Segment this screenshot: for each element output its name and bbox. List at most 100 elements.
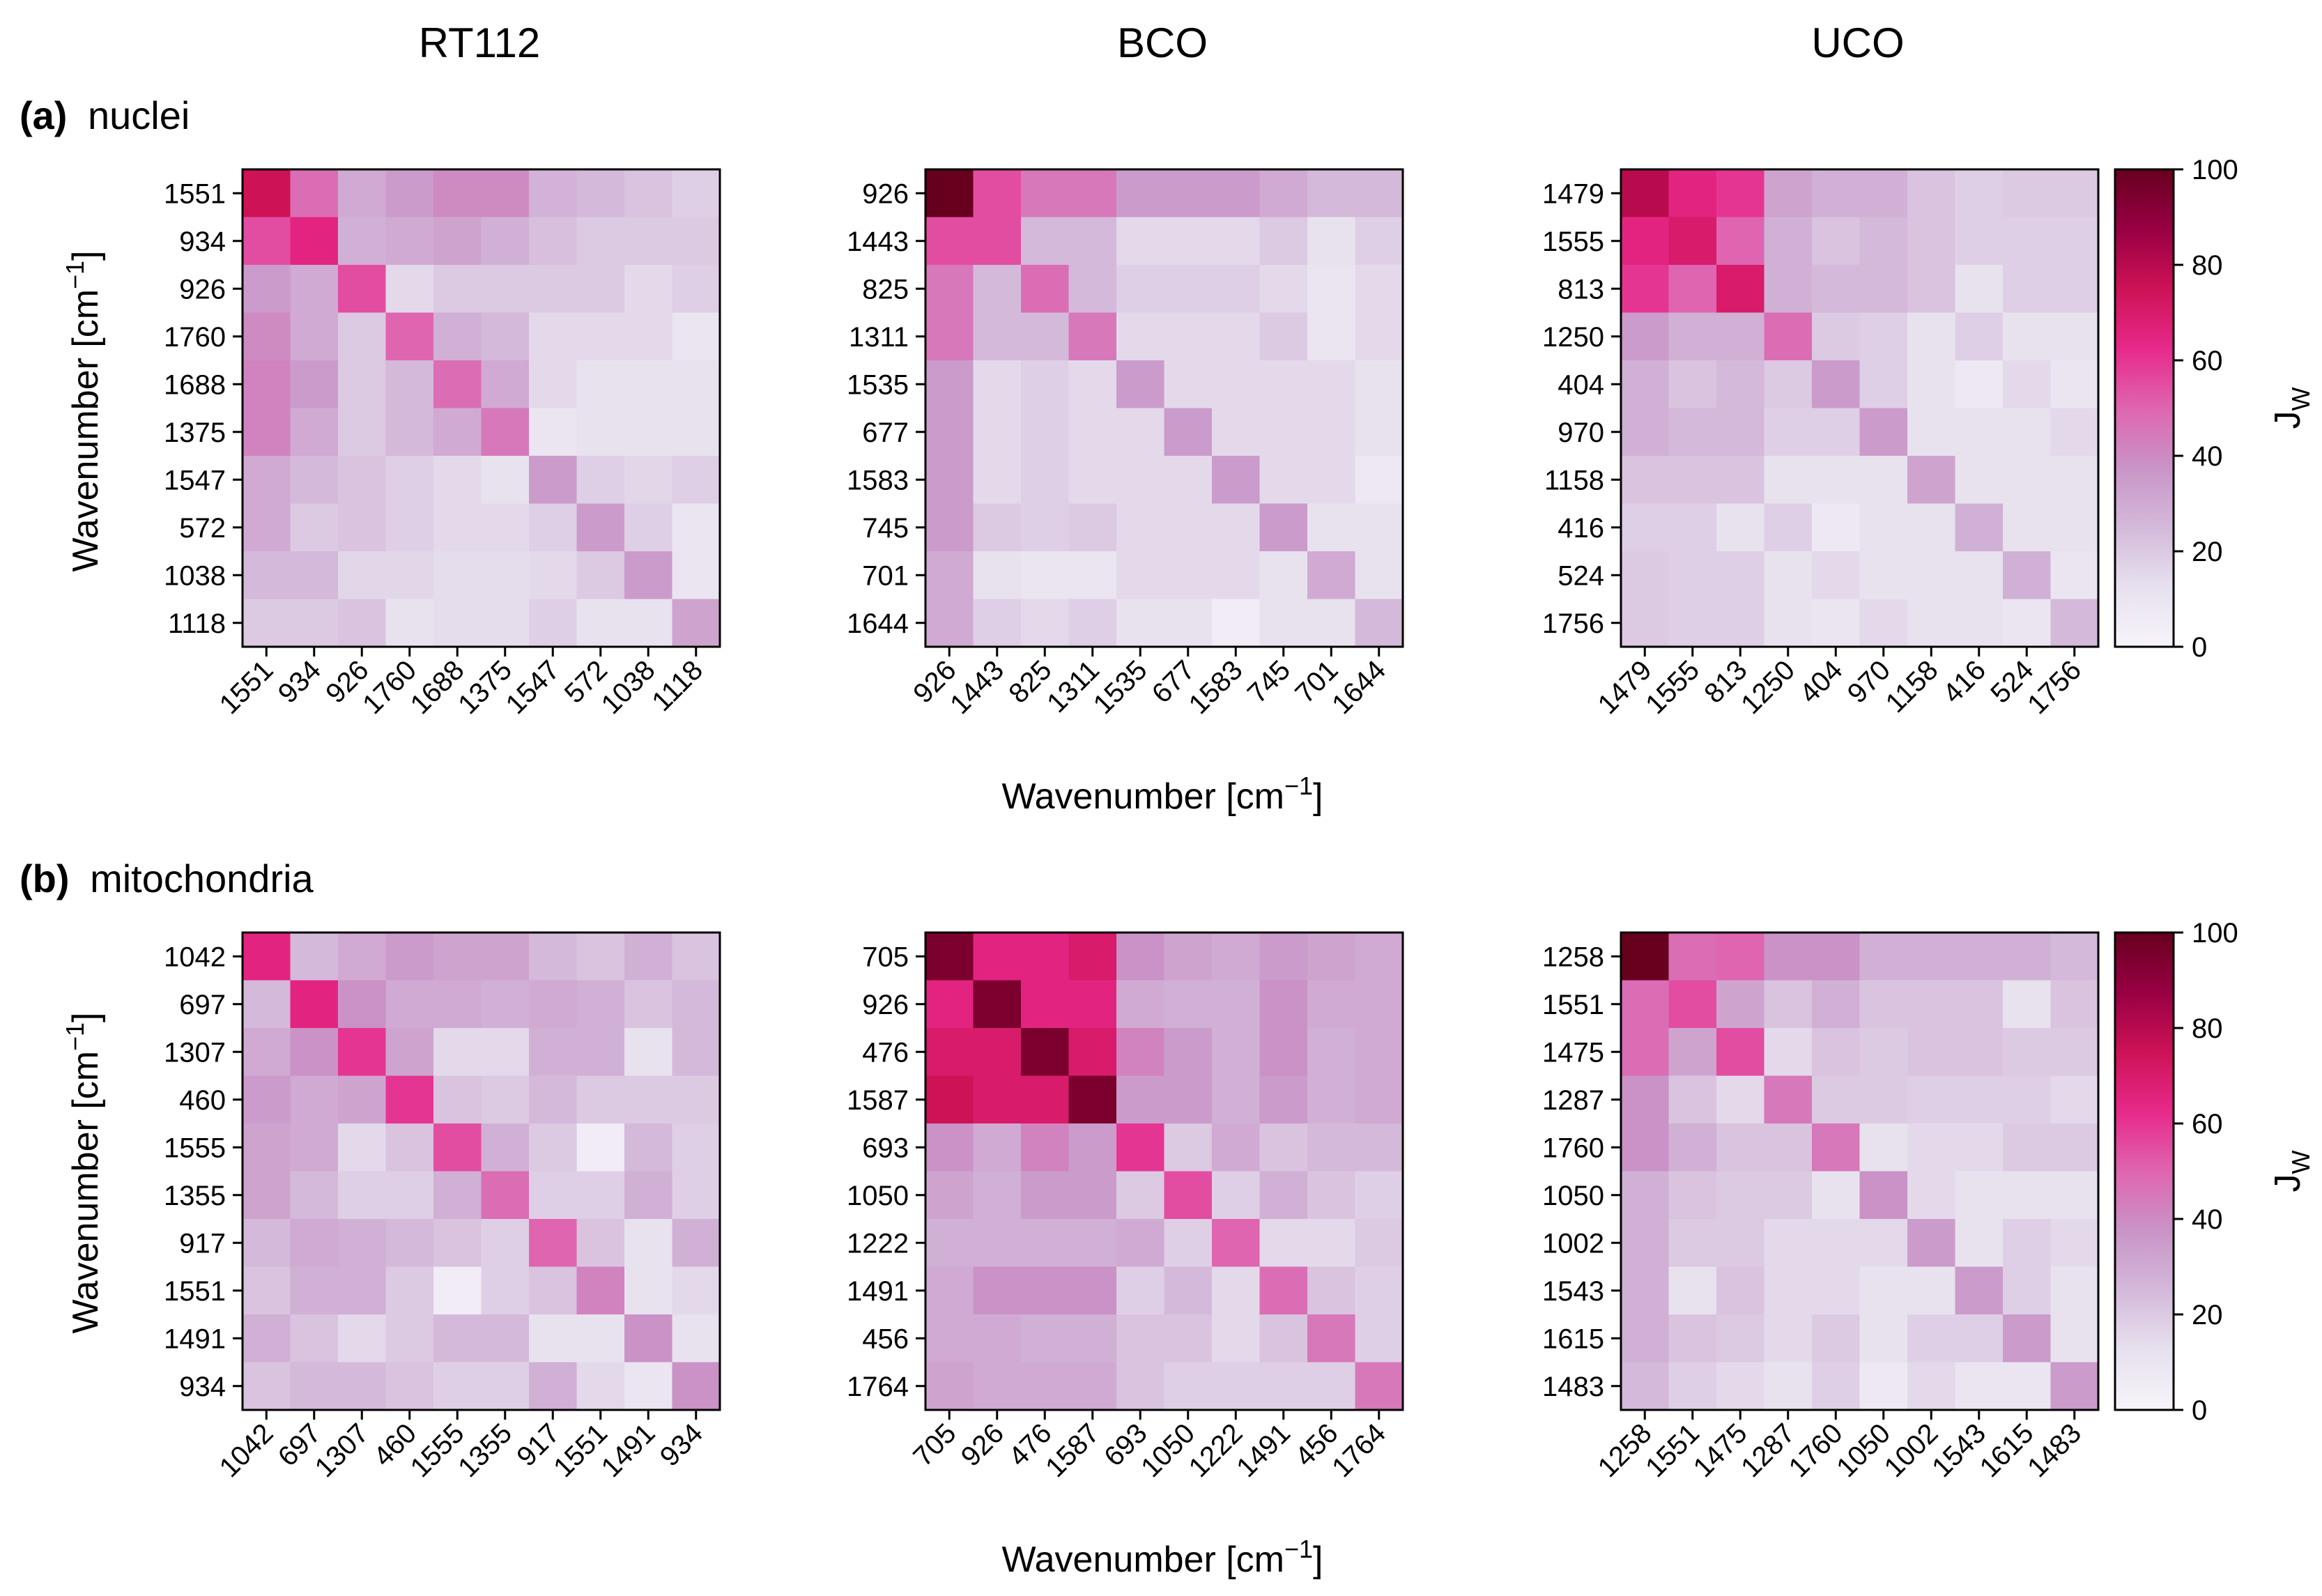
heatmap-cell-mitochondria-uco-r8-c9 [2050, 1314, 2099, 1363]
heatmap-cell-nuclei-uco-r3-c3 [1764, 312, 1813, 361]
heatmap-cell-mitochondria-rt112-r6-c6 [529, 1219, 578, 1268]
heatmap-cell-mitochondria-rt112-r2-c8 [624, 1028, 673, 1077]
heatmap-cell-mitochondria-uco-r5-c1 [1668, 1171, 1717, 1220]
heatmap-cell-nuclei-bco-r7-c8 [1307, 503, 1356, 552]
heatmap-cell-nuclei-bco-r4-c2 [1021, 360, 1070, 409]
heatmap-cell-mitochondria-uco-r3-c9 [2050, 1075, 2099, 1124]
heatmap-cell-nuclei-bco-r6-c7 [1259, 456, 1308, 505]
heatmap-cell-mitochondria-uco-r9-c8 [2003, 1362, 2052, 1411]
heatmap-cell-nuclei-rt112-r5-c9 [672, 408, 721, 456]
heatmap-cell-nuclei-rt112-r8-c5 [481, 551, 530, 600]
heatmap-cell-nuclei-bco-r2-c9 [1355, 265, 1404, 314]
heatmap-cell-nuclei-rt112-r1-c7 [576, 217, 625, 266]
heatmap-cell-mitochondria-bco-r2-c4 [1116, 1028, 1165, 1077]
heatmap-cell-nuclei-uco-r1-c1 [1668, 217, 1717, 266]
heatmap-cell-nuclei-rt112-r1-c9 [672, 217, 721, 266]
heatmap-cell-nuclei-bco-r9-c3 [1068, 599, 1117, 647]
heatmap-cell-mitochondria-rt112-r4-c5 [481, 1123, 530, 1172]
heatmap-cell-nuclei-uco-r9-c4 [1812, 599, 1861, 647]
x-tick-label-nuclei-uco-3: 1250 [1735, 654, 1801, 720]
heatmap-cell-mitochondria-uco-r0-c9 [2050, 933, 2099, 981]
heatmap-cell-nuclei-uco-r2-c8 [2003, 265, 2052, 314]
colorbar-tick-label-mitochondria-5: 100 [2192, 918, 2238, 949]
heatmap-cell-mitochondria-uco-r5-c5 [1859, 1171, 1908, 1220]
heatmap-cell-nuclei-rt112-r4-c1 [290, 360, 339, 409]
heatmap-cell-mitochondria-rt112-r6-c9 [672, 1219, 721, 1268]
y-tick-label-nuclei-bco-0: 926 [862, 178, 909, 209]
heatmap-cell-nuclei-uco-r7-c2 [1716, 503, 1765, 552]
heatmap-cell-mitochondria-uco-r4-c3 [1764, 1123, 1813, 1172]
heatmap-cell-nuclei-uco-r9-c9 [2050, 599, 2099, 647]
heatmap-cell-mitochondria-rt112-r7-c8 [624, 1266, 673, 1315]
heatmap-cell-nuclei-rt112-r4-c9 [672, 360, 721, 409]
heatmap-cell-nuclei-uco-r3-c0 [1621, 312, 1670, 361]
heatmap-cell-mitochondria-uco-r1-c4 [1812, 980, 1861, 1029]
heatmap-cell-nuclei-rt112-r2-c2 [338, 265, 387, 314]
heatmap-cell-mitochondria-rt112-r0-c5 [481, 933, 530, 981]
heatmap-cell-mitochondria-bco-r7-c6 [1212, 1266, 1261, 1315]
heatmap-cell-mitochondria-bco-r4-c1 [973, 1123, 1022, 1172]
colorbar-tick-label-nuclei-5: 100 [2192, 155, 2238, 185]
heatmap-cell-mitochondria-rt112-r2-c9 [672, 1028, 721, 1077]
heatmap-cell-mitochondria-rt112-r5-c6 [529, 1171, 578, 1220]
y-tick-label-mitochondria-uco-8: 1615 [1542, 1323, 1604, 1354]
heatmap-cell-mitochondria-bco-r6-c9 [1355, 1219, 1404, 1268]
heatmap-cell-nuclei-bco-r5-c6 [1212, 408, 1261, 456]
x-tick-label-mitochondria-uco-0: 1258 [1592, 1418, 1658, 1483]
heatmap-cell-mitochondria-uco-r6-c0 [1621, 1219, 1670, 1268]
heatmap-cell-nuclei-uco-r3-c9 [2050, 312, 2099, 361]
heatmap-cell-mitochondria-bco-r1-c3 [1068, 980, 1117, 1029]
heatmap-cell-nuclei-uco-r6-c9 [2050, 456, 2099, 505]
column-title-bco: BCO [1117, 20, 1208, 66]
heatmap-cell-mitochondria-uco-r1-c3 [1764, 980, 1813, 1029]
heatmap-cell-nuclei-rt112-r3-c4 [433, 312, 482, 361]
heatmap-frame-nuclei-rt112 [241, 168, 721, 648]
x-tick-label-mitochondria-uco-9: 1483 [2022, 1418, 2087, 1483]
x-tick-label-nuclei-uco-4: 404 [1794, 654, 1848, 709]
heatmap-cell-mitochondria-rt112-r2-c3 [385, 1028, 434, 1077]
heatmap-cell-nuclei-rt112-r6-c0 [243, 456, 291, 505]
x-tick-label-mitochondria-uco-7: 1543 [1926, 1418, 1992, 1483]
heatmap-cell-nuclei-rt112-r8-c0 [243, 551, 291, 600]
y-tick-label-mitochondria-bco-8: 456 [862, 1323, 909, 1354]
heatmap-cell-mitochondria-bco-r0-c2 [1021, 933, 1070, 981]
heatmap-cell-nuclei-bco-r6-c9 [1355, 456, 1404, 505]
x-tick-label-mitochondria-rt112-4: 1555 [405, 1418, 470, 1483]
colorbar-tick-label-mitochondria-3: 60 [2192, 1109, 2223, 1140]
heatmap-cell-mitochondria-bco-r8-c4 [1116, 1314, 1165, 1363]
heatmap-cell-nuclei-rt112-r8-c9 [672, 551, 721, 600]
colorbar-tick-label-nuclei-3: 60 [2192, 346, 2223, 376]
heatmap-cell-nuclei-uco-r1-c3 [1764, 217, 1813, 266]
heatmap-cell-mitochondria-uco-r5-c8 [2003, 1171, 2052, 1220]
heatmap-cell-nuclei-rt112-r5-c7 [576, 408, 625, 456]
heatmap-cell-nuclei-rt112-r6-c3 [385, 456, 434, 505]
heatmap-cell-nuclei-bco-r8-c3 [1068, 551, 1117, 600]
heatmap-cell-mitochondria-bco-r3-c9 [1355, 1075, 1404, 1124]
heatmap-cell-nuclei-uco-r9-c7 [1955, 599, 2004, 647]
heatmap-cell-nuclei-bco-r6-c2 [1021, 456, 1070, 505]
heatmap-cell-mitochondria-rt112-r6-c0 [243, 1219, 291, 1268]
heatmap-cell-nuclei-bco-r0-c2 [1021, 169, 1070, 218]
y-tick-label-nuclei-uco-7: 416 [1558, 513, 1604, 544]
heatmap-cell-mitochondria-rt112-r0-c9 [672, 933, 721, 981]
heatmap-cell-mitochondria-rt112-r1-c4 [433, 980, 482, 1029]
heatmap-cell-mitochondria-rt112-r0-c1 [290, 933, 339, 981]
y-tick-label-nuclei-bco-3: 1311 [849, 322, 909, 353]
heatmap-cell-nuclei-uco-r2-c2 [1716, 265, 1765, 314]
heatmap-cell-mitochondria-bco-r7-c9 [1355, 1266, 1404, 1315]
heatmap-cell-nuclei-rt112-r8-c8 [624, 551, 673, 600]
y-tick-label-mitochondria-rt112-3: 460 [179, 1085, 226, 1116]
heatmap-cell-nuclei-bco-r1-c9 [1355, 217, 1404, 266]
heatmap-cell-nuclei-rt112-r0-c2 [338, 169, 387, 218]
y-tick-label-nuclei-rt112-1: 934 [179, 227, 226, 257]
heatmap-frame-nuclei-uco [1620, 168, 2100, 648]
heatmap-cell-mitochondria-uco-r8-c1 [1668, 1314, 1717, 1363]
heatmap-cell-nuclei-bco-r5-c7 [1259, 408, 1308, 456]
heatmap-cell-mitochondria-uco-r4-c9 [2050, 1123, 2099, 1172]
heatmap-cell-nuclei-bco-r4-c5 [1164, 360, 1213, 409]
heatmap-cell-mitochondria-uco-r4-c6 [1907, 1123, 1956, 1172]
heatmap-cell-nuclei-bco-r3-c6 [1212, 312, 1261, 361]
heatmap-cell-nuclei-bco-r5-c0 [925, 408, 974, 456]
heatmap-cell-mitochondria-bco-r1-c1 [973, 980, 1022, 1029]
heatmap-cell-nuclei-rt112-r7-c0 [243, 503, 291, 552]
